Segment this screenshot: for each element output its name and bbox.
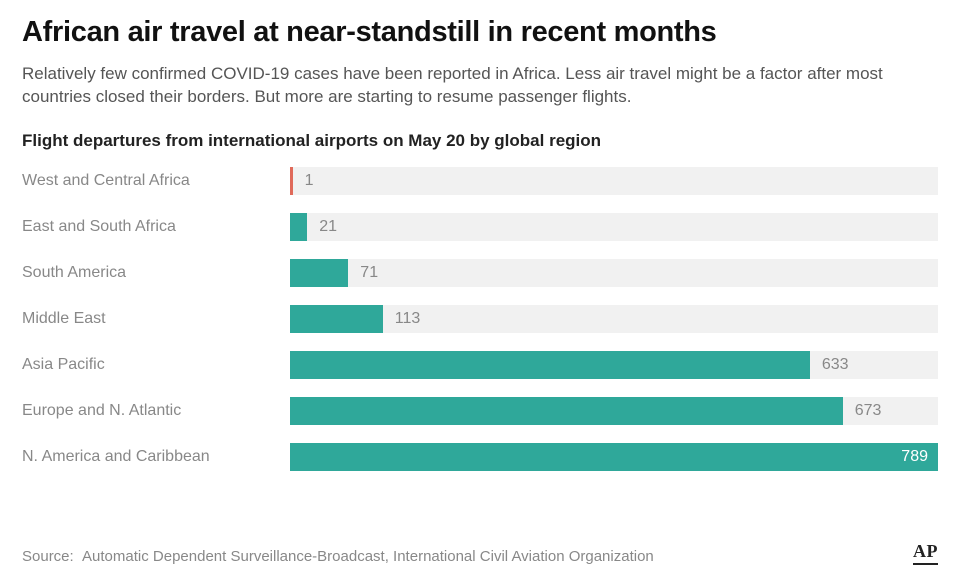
chart-value-label: 673 [855,402,882,420]
ap-logo: AP [913,541,938,565]
source-text: Automatic Dependent Surveillance-Broadca… [82,548,654,565]
footer: Source: Automatic Dependent Surveillance… [22,541,938,565]
bar-chart: West and Central Africa 1 East and South A… [22,161,938,477]
chart-value-label: 789 [901,448,928,466]
headline: African air travel at near-standstill in… [22,16,938,49]
chart-row-track: 1 [290,167,938,195]
chart-row-label: East and South Africa [22,218,290,236]
chart-bar [290,305,383,333]
chart-row-track: 21 [290,213,938,241]
chart-row-label: Europe and N. Atlantic [22,402,290,420]
chart-row-label: N. America and Caribbean [22,448,290,466]
chart-value-label: 71 [360,264,378,282]
chart-row-track: 789 [290,443,938,471]
chart-value-label: 21 [319,218,337,236]
chart-bar [290,167,293,195]
chart-row-label: Middle East [22,310,290,328]
chart-row-track: 71 [290,259,938,287]
chart-value-label: 633 [822,356,849,374]
chart-row: N. America and Caribbean 789 [22,437,938,477]
chart-row-track: 673 [290,397,938,425]
chart-title: Flight departures from international air… [22,131,938,151]
chart-value-label: 1 [305,172,314,190]
chart-row: East and South Africa 21 [22,207,938,247]
chart-bar [290,397,843,425]
chart-row-track: 633 [290,351,938,379]
subhead: Relatively few confirmed COVID-19 cases … [22,63,922,109]
source-line: Source: Automatic Dependent Surveillance… [22,548,654,565]
chart-row: Asia Pacific 633 [22,345,938,385]
chart-value-label: 113 [395,310,421,328]
chart-row: Europe and N. Atlantic 673 [22,391,938,431]
chart-row-label: South America [22,264,290,282]
chart-row: Middle East 113 [22,299,938,339]
chart-row-label: West and Central Africa [22,172,290,190]
chart-row: South America 71 [22,253,938,293]
chart-bar [290,213,307,241]
chart-row: West and Central Africa 1 [22,161,938,201]
chart-bar [290,259,348,287]
source-prefix: Source: [22,548,74,565]
chart-bar [290,443,938,471]
chart-row-label: Asia Pacific [22,356,290,374]
chart-bar [290,351,810,379]
chart-row-track: 113 [290,305,938,333]
